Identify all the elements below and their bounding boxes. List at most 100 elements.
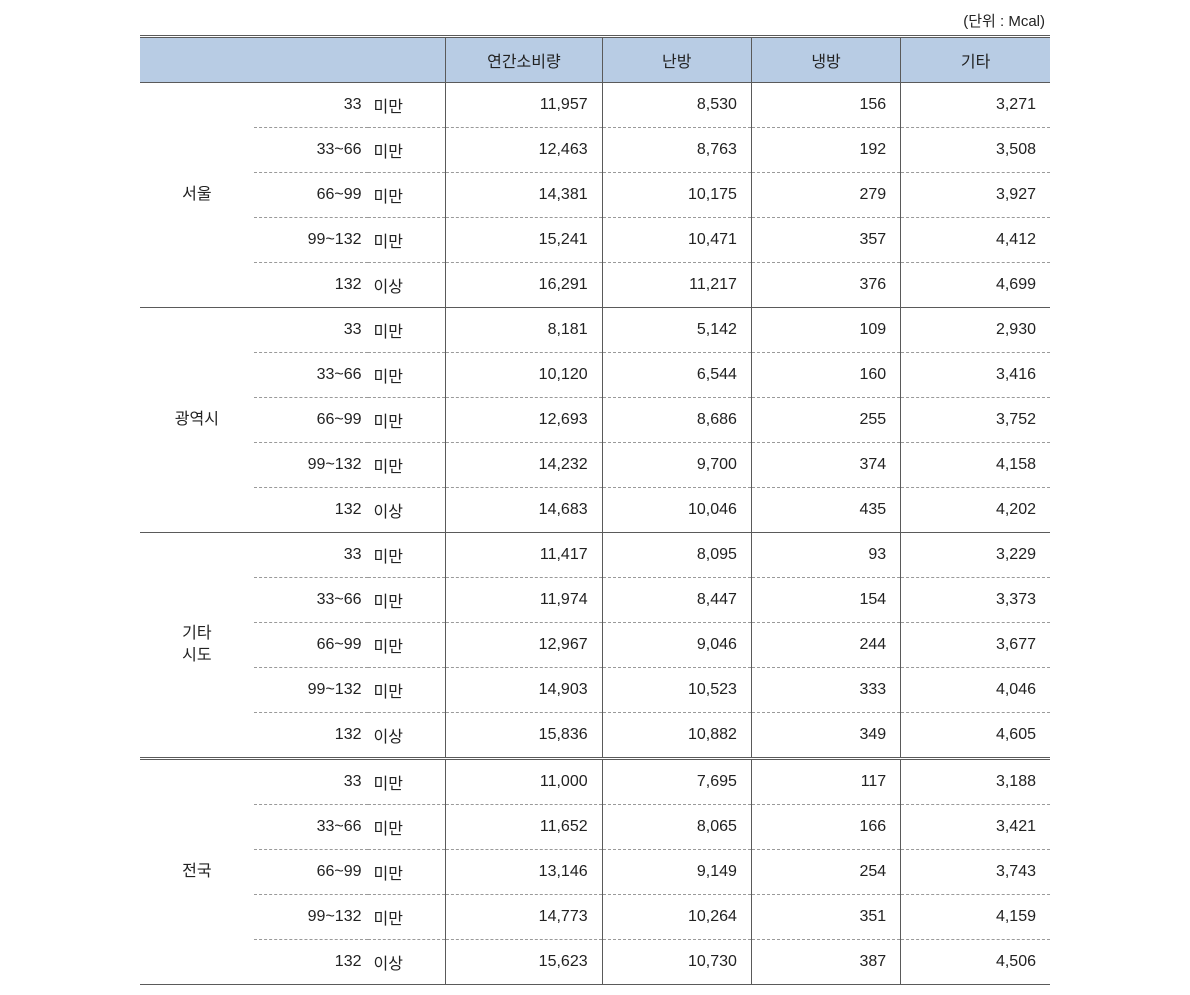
range-cell: 33~66 [254, 128, 368, 173]
other-cell: 4,699 [901, 263, 1050, 308]
cooling-cell: 279 [751, 173, 900, 218]
other-cell: 4,158 [901, 443, 1050, 488]
suffix-cell: 미만 [368, 895, 446, 940]
annual-cell: 11,974 [446, 578, 602, 623]
suffix-cell: 미만 [368, 128, 446, 173]
cooling-cell: 166 [751, 805, 900, 850]
suffix-cell: 미만 [368, 83, 446, 128]
col-header-cooling: 냉방 [751, 37, 900, 83]
table-row: 99~132미만14,2329,7003744,158 [140, 443, 1050, 488]
heating-cell: 10,264 [602, 895, 751, 940]
cooling-cell: 244 [751, 623, 900, 668]
range-cell: 33~66 [254, 805, 368, 850]
range-cell: 132 [254, 940, 368, 985]
col-header-blank [140, 37, 446, 83]
annual-cell: 8,181 [446, 308, 602, 353]
heating-cell: 8,095 [602, 533, 751, 578]
range-cell: 99~132 [254, 218, 368, 263]
unit-label: (단위 : Mcal) [140, 10, 1050, 31]
suffix-cell: 이상 [368, 713, 446, 759]
annual-cell: 14,683 [446, 488, 602, 533]
table-row: 99~132미만14,77310,2643514,159 [140, 895, 1050, 940]
other-cell: 3,752 [901, 398, 1050, 443]
cooling-cell: 192 [751, 128, 900, 173]
annual-cell: 12,693 [446, 398, 602, 443]
region-cell: 기타시도 [140, 533, 254, 759]
suffix-cell: 미만 [368, 533, 446, 578]
heating-cell: 8,686 [602, 398, 751, 443]
cooling-cell: 333 [751, 668, 900, 713]
table-row: 132이상15,83610,8823494,605 [140, 713, 1050, 759]
suffix-cell: 미만 [368, 668, 446, 713]
suffix-cell: 미만 [368, 218, 446, 263]
suffix-cell: 미만 [368, 805, 446, 850]
energy-table: 연간소비량 난방 냉방 기타 서울33미만11,9578,5301563,271… [140, 35, 1050, 985]
region-cell: 서울 [140, 83, 254, 308]
heating-cell: 6,544 [602, 353, 751, 398]
other-cell: 4,202 [901, 488, 1050, 533]
suffix-cell: 이상 [368, 263, 446, 308]
annual-cell: 10,120 [446, 353, 602, 398]
cooling-cell: 349 [751, 713, 900, 759]
cooling-cell: 160 [751, 353, 900, 398]
table-row: 99~132미만15,24110,4713574,412 [140, 218, 1050, 263]
col-header-heating: 난방 [602, 37, 751, 83]
other-cell: 3,677 [901, 623, 1050, 668]
other-cell: 3,188 [901, 759, 1050, 805]
range-cell: 99~132 [254, 895, 368, 940]
annual-cell: 12,967 [446, 623, 602, 668]
range-cell: 132 [254, 713, 368, 759]
col-header-other: 기타 [901, 37, 1050, 83]
region-cell: 광역시 [140, 308, 254, 533]
other-cell: 4,046 [901, 668, 1050, 713]
annual-cell: 16,291 [446, 263, 602, 308]
other-cell: 3,373 [901, 578, 1050, 623]
range-cell: 33 [254, 83, 368, 128]
cooling-cell: 435 [751, 488, 900, 533]
table-row: 기타시도33미만11,4178,095933,229 [140, 533, 1050, 578]
range-cell: 99~132 [254, 443, 368, 488]
annual-cell: 14,903 [446, 668, 602, 713]
range-cell: 33 [254, 533, 368, 578]
annual-cell: 15,241 [446, 218, 602, 263]
other-cell: 3,229 [901, 533, 1050, 578]
cooling-cell: 109 [751, 308, 900, 353]
range-cell: 66~99 [254, 850, 368, 895]
annual-cell: 14,232 [446, 443, 602, 488]
table-row: 66~99미만12,9679,0462443,677 [140, 623, 1050, 668]
range-cell: 66~99 [254, 173, 368, 218]
annual-cell: 14,381 [446, 173, 602, 218]
heating-cell: 7,695 [602, 759, 751, 805]
annual-cell: 11,652 [446, 805, 602, 850]
heating-cell: 8,763 [602, 128, 751, 173]
cooling-cell: 374 [751, 443, 900, 488]
range-cell: 132 [254, 488, 368, 533]
table-row: 33~66미만11,6528,0651663,421 [140, 805, 1050, 850]
other-cell: 3,927 [901, 173, 1050, 218]
suffix-cell: 미만 [368, 173, 446, 218]
table-header-row: 연간소비량 난방 냉방 기타 [140, 37, 1050, 83]
table-row: 서울33미만11,9578,5301563,271 [140, 83, 1050, 128]
heating-cell: 8,530 [602, 83, 751, 128]
cooling-cell: 351 [751, 895, 900, 940]
range-cell: 33~66 [254, 578, 368, 623]
heating-cell: 10,730 [602, 940, 751, 985]
suffix-cell: 미만 [368, 398, 446, 443]
suffix-cell: 미만 [368, 623, 446, 668]
suffix-cell: 미만 [368, 353, 446, 398]
heating-cell: 9,149 [602, 850, 751, 895]
range-cell: 33 [254, 759, 368, 805]
other-cell: 4,506 [901, 940, 1050, 985]
range-cell: 132 [254, 263, 368, 308]
other-cell: 4,159 [901, 895, 1050, 940]
heating-cell: 9,700 [602, 443, 751, 488]
heating-cell: 10,046 [602, 488, 751, 533]
cooling-cell: 93 [751, 533, 900, 578]
heating-cell: 10,175 [602, 173, 751, 218]
table-row: 33~66미만11,9748,4471543,373 [140, 578, 1050, 623]
col-header-annual: 연간소비량 [446, 37, 602, 83]
cooling-cell: 376 [751, 263, 900, 308]
other-cell: 3,421 [901, 805, 1050, 850]
suffix-cell: 미만 [368, 443, 446, 488]
table-row: 132이상14,68310,0464354,202 [140, 488, 1050, 533]
